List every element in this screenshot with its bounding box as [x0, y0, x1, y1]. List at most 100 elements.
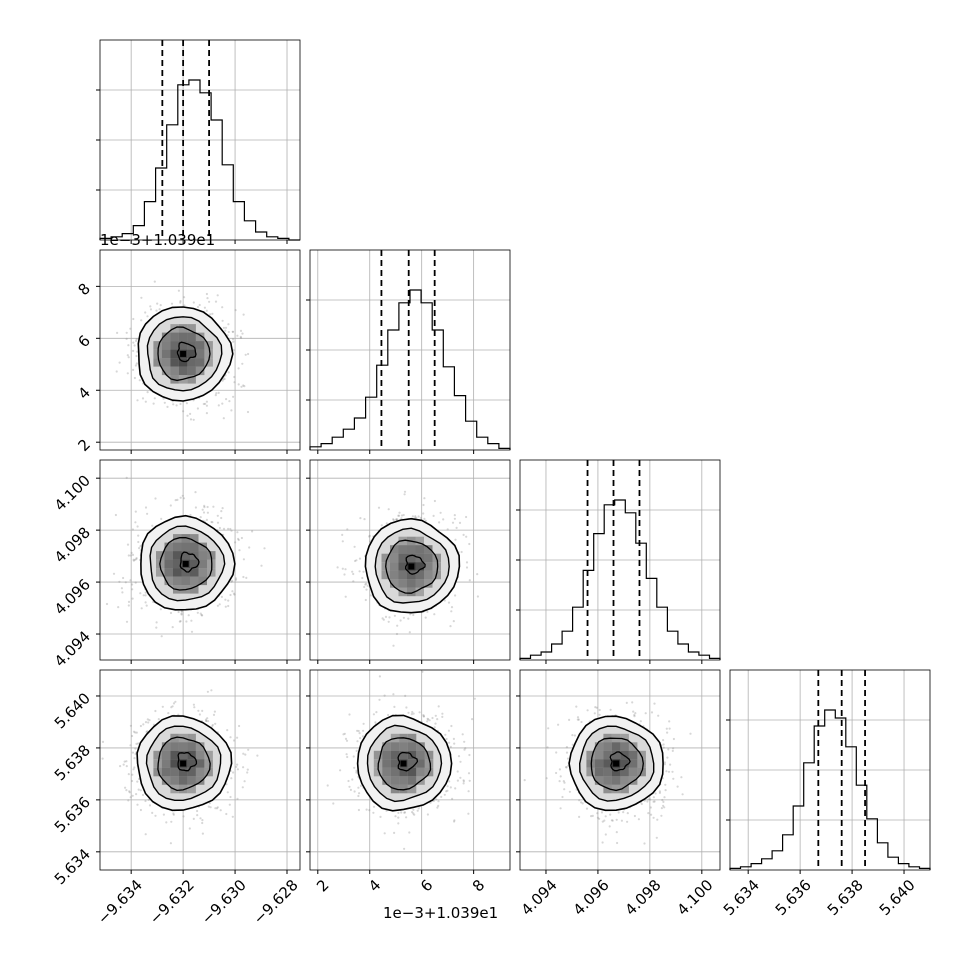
sample-point: [172, 812, 175, 815]
density-cell: [173, 542, 182, 552]
density-cell: [195, 767, 205, 777]
density-cell: [407, 579, 416, 588]
sample-point: [131, 583, 134, 586]
sample-point: [344, 595, 347, 598]
sample-point: [355, 749, 358, 753]
contour-line-outer: [137, 306, 234, 402]
sample-point: [134, 558, 137, 561]
density-cell: [170, 332, 179, 342]
sample-point: [131, 734, 134, 738]
hist-step-line: [729, 709, 931, 870]
sample-point: [120, 587, 123, 590]
sample-point: [188, 827, 191, 830]
sample-point: [225, 398, 228, 401]
sample-point: [234, 578, 238, 581]
sample-point: [227, 330, 230, 334]
contour-line-core: [179, 551, 200, 573]
sample-point: [449, 625, 452, 628]
density-cell: [170, 750, 179, 760]
sample-point: [234, 541, 237, 544]
sample-point: [465, 535, 468, 538]
density-cell: [161, 742, 171, 751]
sample-point: [131, 597, 134, 600]
density-cell: [424, 579, 433, 588]
sample-point: [393, 614, 396, 617]
sample-point: [471, 718, 474, 721]
sample-point: [140, 319, 143, 322]
sample-point: [196, 611, 199, 614]
sample-point: [201, 614, 204, 617]
sample-point: [145, 604, 148, 607]
sample-point: [180, 610, 183, 613]
sample-point: [341, 533, 344, 537]
sample-point: [437, 800, 440, 803]
sample-point: [453, 517, 456, 520]
sample-point: [359, 737, 362, 740]
sample-point: [144, 400, 147, 403]
sample-point: [681, 793, 684, 796]
contour-line-core: [177, 751, 198, 772]
density-cell: [195, 776, 205, 785]
sample-point: [153, 397, 156, 400]
density-cell: [161, 776, 171, 785]
sample-point: [154, 709, 157, 713]
density-cell: [398, 545, 407, 554]
sample-point: [144, 311, 147, 314]
sample-point: [227, 527, 230, 531]
sample-point: [118, 580, 121, 583]
sample-point: [136, 350, 139, 353]
density-cell: [153, 750, 162, 760]
sample-point: [134, 364, 137, 367]
density-cell: [170, 767, 179, 777]
scatter-panel-p1-p3: [306, 669, 511, 874]
sample-point: [456, 779, 459, 782]
sample-point: [224, 605, 227, 608]
sample-point: [421, 670, 424, 673]
sample-point: [408, 631, 411, 634]
sample-point: [211, 521, 214, 524]
sample-point: [372, 805, 376, 808]
sample-point: [368, 534, 371, 537]
sample-point: [167, 712, 170, 715]
sample-point: [149, 308, 153, 311]
sample-point: [131, 528, 134, 531]
hist-step-line: [309, 289, 511, 450]
sample-point: [125, 337, 128, 340]
density-cell: [407, 553, 416, 563]
sample-point: [396, 624, 399, 627]
sample-point: [129, 579, 132, 582]
sample-point: [179, 402, 182, 406]
density-cell: [195, 358, 205, 367]
sample-point: [398, 514, 401, 517]
density-cell: [424, 553, 433, 563]
sample-point: [144, 506, 148, 509]
sample-point: [343, 732, 346, 735]
sample-point: [242, 313, 245, 316]
sample-point: [205, 412, 208, 415]
sample-point: [358, 557, 362, 560]
sample-point: [451, 521, 455, 524]
density-cell: [187, 776, 196, 785]
sample-point: [347, 779, 350, 783]
sample-point: [398, 511, 401, 514]
sample-point: [435, 798, 438, 801]
sample-point: [134, 731, 137, 734]
density-cell: [178, 750, 188, 760]
sample-point: [135, 557, 138, 560]
sample-point: [155, 626, 158, 629]
sample-point: [189, 418, 193, 421]
hist-step-line: [519, 499, 721, 660]
sample-point: [201, 821, 204, 825]
sample-point: [445, 737, 448, 741]
sample-point: [468, 579, 471, 582]
sample-point: [136, 525, 139, 528]
density-cell: [153, 767, 162, 777]
sample-point: [160, 517, 163, 521]
density-cell: [181, 551, 190, 560]
scatter-panel-p0-p3: [96, 669, 301, 874]
sample-point: [462, 779, 465, 782]
sample-point: [236, 334, 239, 337]
sample-point: [247, 352, 250, 356]
sample-point: [182, 497, 186, 500]
sample-point: [211, 312, 214, 315]
